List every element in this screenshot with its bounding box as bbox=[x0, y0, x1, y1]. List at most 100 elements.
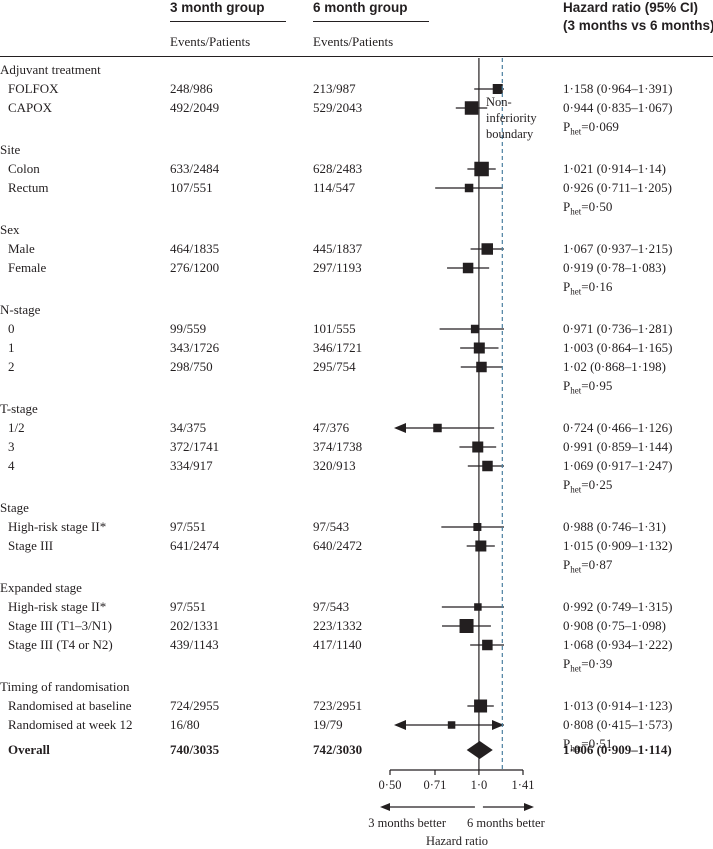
heterogeneity-p: Phet=0·87 bbox=[563, 557, 613, 575]
group6-events: 723/2951 bbox=[313, 698, 363, 713]
group3-events: 248/986 bbox=[170, 81, 213, 96]
group3-events: 439/1143 bbox=[170, 637, 219, 652]
group3-events: 97/551 bbox=[170, 519, 207, 534]
group3-events: 34/375 bbox=[170, 420, 207, 435]
heterogeneity-p-value: =0·39 bbox=[581, 656, 613, 671]
group3-subheader: Events/Patients bbox=[170, 34, 251, 49]
arrow-right-head bbox=[524, 803, 534, 811]
hazard-ratio-value: 0·908 (0·75–1·098) bbox=[563, 618, 666, 633]
hazard-ratio-value: 1·02 (0·868–1·198) bbox=[563, 359, 666, 374]
group3-events: 343/1726 bbox=[170, 340, 220, 355]
hazard-ratio-value: 1·068 (0·934–1·222) bbox=[563, 637, 673, 652]
hazard-ratio-value: 1·067 (0·937–1·215) bbox=[563, 241, 673, 256]
heterogeneity-p: Phet=0·069 bbox=[563, 119, 619, 137]
subgroup-label: CAPOX bbox=[8, 100, 53, 115]
heterogeneity-p-value: =0·51 bbox=[581, 736, 613, 751]
point-estimate bbox=[482, 639, 493, 651]
heterogeneity-p-value: =0·25 bbox=[581, 477, 613, 492]
hazard-ratio-value: 0·988 (0·746–1·31) bbox=[563, 519, 666, 534]
group3-events: 16/80 bbox=[170, 717, 200, 732]
subgroup-heading: Sex bbox=[0, 222, 20, 237]
group6-subheader: Events/Patients bbox=[313, 34, 394, 49]
group6-events: 97/543 bbox=[313, 519, 350, 534]
direction-right-label: 6 months better bbox=[467, 816, 546, 830]
group6-events: 297/1193 bbox=[313, 260, 362, 275]
point-estimate bbox=[492, 84, 503, 94]
group6-events: 97/543 bbox=[313, 599, 350, 614]
point-estimate bbox=[475, 540, 487, 552]
subgroup-label: Male bbox=[8, 241, 35, 256]
subgroup-label: Rectum bbox=[8, 180, 49, 195]
point-estimate bbox=[481, 243, 493, 255]
hazard-ratio-value: 0·808 (0·415–1·573) bbox=[563, 717, 673, 732]
hazard-ratio-value: 1·021 (0·914–1·14) bbox=[563, 161, 666, 176]
hazard-ratio-subtitle: (3 months vs 6 months) bbox=[563, 18, 713, 33]
x-tick-label: 0·50 bbox=[379, 778, 402, 792]
point-estimate bbox=[473, 523, 482, 531]
heterogeneity-p: Phet=0·25 bbox=[563, 477, 613, 495]
group3-events: 276/1200 bbox=[170, 260, 220, 275]
group6-title: 6 month group bbox=[313, 0, 408, 15]
ci-arrow-left bbox=[394, 720, 406, 730]
direction-left-label: 3 months better bbox=[368, 816, 447, 830]
hazard-ratio-value: 0·971 (0·736–1·281) bbox=[563, 321, 673, 336]
group3-events: 202/1331 bbox=[170, 618, 220, 633]
point-estimate bbox=[433, 423, 442, 433]
point-estimate bbox=[472, 441, 484, 453]
subgroup-heading: Stage bbox=[0, 500, 29, 515]
hazard-ratio-value: 1·015 (0·909–1·132) bbox=[563, 538, 673, 553]
subgroup-heading: Expanded stage bbox=[0, 580, 82, 595]
hazard-ratio-value: 0·992 (0·749–1·315) bbox=[563, 599, 673, 614]
arrow-left-head bbox=[380, 803, 390, 811]
group6-events: 19/79 bbox=[313, 717, 343, 732]
group3-rule bbox=[170, 21, 286, 22]
hazard-ratio-value: 1·158 (0·964–1·391) bbox=[563, 81, 673, 96]
hazard-ratio-title: Hazard ratio (95% CI) bbox=[563, 0, 699, 15]
x-tick-label: 0·71 bbox=[424, 778, 447, 792]
group3-events: 107/551 bbox=[170, 180, 213, 195]
subgroup-label: FOLFOX bbox=[8, 81, 59, 96]
group6-events: 374/1738 bbox=[313, 439, 363, 454]
point-estimate bbox=[474, 603, 482, 611]
group6-events: 47/376 bbox=[313, 420, 350, 435]
group6-rule bbox=[313, 21, 429, 22]
group3-events: 633/2484 bbox=[170, 161, 220, 176]
group6-events: 628/2483 bbox=[313, 161, 363, 176]
heterogeneity-p-value: =0·069 bbox=[581, 119, 619, 134]
group6-events: 114/547 bbox=[313, 180, 356, 195]
hazard-ratio-value: 1·003 (0·864–1·165) bbox=[563, 340, 673, 355]
subgroup-heading: T-stage bbox=[0, 401, 38, 416]
point-estimate bbox=[447, 721, 456, 729]
header-rule bbox=[0, 56, 713, 57]
subgroup-label: High-risk stage II* bbox=[8, 599, 107, 614]
group6-events: 529/2043 bbox=[313, 100, 363, 115]
hazard-ratio-value: 0·991 (0·859–1·144) bbox=[563, 439, 673, 454]
group6-events: 101/555 bbox=[313, 321, 356, 336]
group6-events: 640/2472 bbox=[313, 538, 363, 553]
subgroup-heading: Site bbox=[0, 142, 21, 157]
heterogeneity-p-value: =0·95 bbox=[581, 378, 613, 393]
heterogeneity-p-value: =0·50 bbox=[581, 199, 613, 214]
x-axis-label: Hazard ratio bbox=[426, 834, 488, 848]
group6-events: 346/1721 bbox=[313, 340, 363, 355]
hazard-ratio-value: 0·926 (0·711–1·205) bbox=[563, 180, 672, 195]
subgroup-label: Colon bbox=[8, 161, 40, 176]
subgroup-label: 3 bbox=[8, 439, 15, 454]
heterogeneity-p: Phet=0·39 bbox=[563, 656, 613, 674]
noninferiority-label: inferiority bbox=[486, 111, 537, 125]
overall-hazard-ratio: 1·006 (0·909–1·114) bbox=[563, 742, 672, 757]
hazard-ratio-value: 0·919 (0·78–1·083) bbox=[563, 260, 666, 275]
heterogeneity-p-value: =0·87 bbox=[581, 557, 613, 572]
hazard-ratio-value: 0·944 (0·835–1·067) bbox=[563, 100, 673, 115]
point-estimate bbox=[482, 460, 493, 472]
group3-events: 724/2955 bbox=[170, 698, 220, 713]
subgroup-heading: N-stage bbox=[0, 302, 41, 317]
subgroup-label: Stage III bbox=[8, 538, 54, 553]
subgroup-label: Stage III (T4 or N2) bbox=[8, 637, 113, 652]
group6-events: 445/1837 bbox=[313, 241, 363, 256]
group6-events: 417/1140 bbox=[313, 637, 362, 652]
group6-events: 213/987 bbox=[313, 81, 356, 96]
subgroup-label: 4 bbox=[8, 458, 15, 473]
subgroup-heading: Timing of randomisation bbox=[0, 679, 130, 694]
